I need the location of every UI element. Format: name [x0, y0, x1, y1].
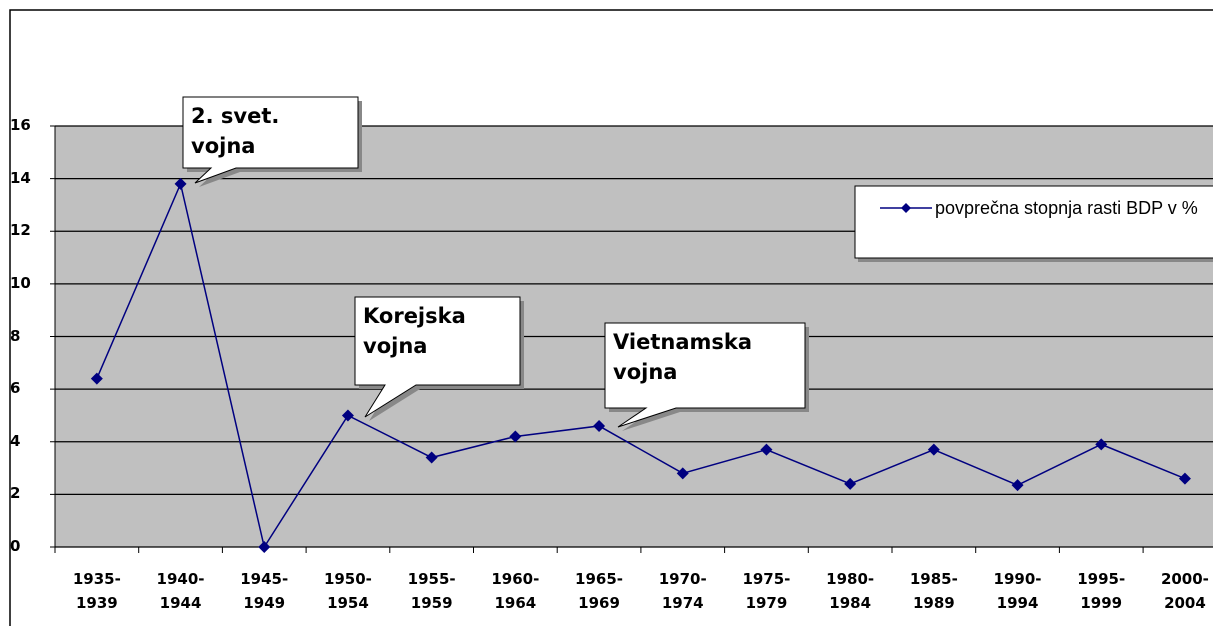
x-tick-label: 1980-1984	[826, 570, 875, 612]
y-tick-label: 2	[10, 484, 21, 503]
x-tick-label: 1935-1939	[72, 570, 121, 612]
x-tick-label: 2000-2004	[1160, 570, 1209, 612]
legend-label: povprečna stopnja rasti BDP v %	[935, 198, 1198, 218]
x-tick-label: 1995-1999	[1077, 570, 1126, 612]
y-tick-label: 14	[10, 168, 31, 187]
y-tick-label: 16	[10, 116, 31, 134]
point	[1095, 438, 1108, 451]
x-tick-label: 1950-1954	[323, 570, 372, 612]
y-tick-label: 0	[10, 537, 21, 555]
point	[174, 177, 187, 190]
point	[90, 372, 103, 385]
y-tick-label: 10	[10, 273, 31, 292]
y-tick-label: 8	[10, 326, 21, 345]
point	[258, 541, 271, 553]
y-tick-label: 6	[10, 379, 21, 398]
annotation: 2. svet. vojna	[191, 104, 280, 158]
x-tick-label: 1955-1959	[407, 570, 456, 612]
x-tick-label: 1975-1979	[742, 570, 791, 612]
point	[593, 419, 606, 432]
point	[1178, 472, 1191, 485]
point	[927, 443, 940, 456]
annotation: Vietnamska vojna	[613, 330, 753, 384]
x-tick-label: 1970-1974	[658, 570, 707, 612]
point	[1011, 479, 1024, 492]
point	[341, 409, 354, 422]
callout	[182, 96, 359, 184]
annotation: Korejska vojna	[363, 304, 466, 358]
frame	[9, 9, 1213, 626]
callout	[354, 296, 521, 418]
x-tick-label: 1965-1969	[575, 570, 624, 612]
series-line	[96, 181, 1186, 549]
point	[509, 430, 522, 443]
legend-box	[854, 185, 1213, 259]
x-tick-label: 1940-1944	[156, 570, 205, 612]
x-tick-label: 1990-1994	[993, 570, 1042, 612]
x-tick-label: 1960-1964	[491, 570, 540, 612]
y-tick-label: 12	[10, 221, 31, 240]
legend-marker	[901, 203, 911, 213]
point	[844, 477, 857, 490]
y-tick-label: 4	[10, 431, 21, 450]
callout	[604, 322, 806, 428]
point	[676, 467, 689, 480]
x-tick-label: 1945-1949	[240, 570, 289, 612]
point	[425, 451, 438, 464]
point	[760, 443, 773, 456]
x-tick-label: 1985-1989	[909, 570, 958, 612]
